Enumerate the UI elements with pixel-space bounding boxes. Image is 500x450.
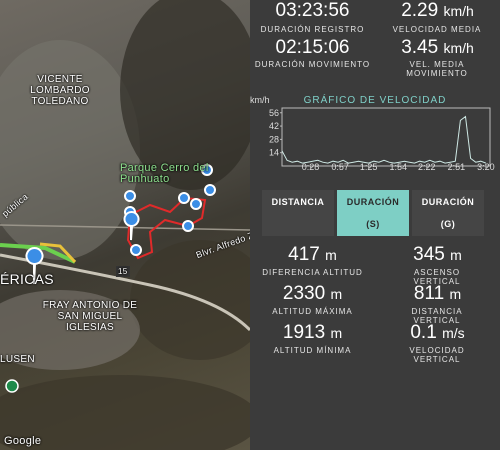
stat-label: VEL. MEDIA MOVIMIENTO [406,60,468,78]
tab-label: DISTANCIA [271,197,325,207]
tab[interactable]: DISTANCIA [262,190,334,236]
speed-chart: GRÁFICO DE VELOCIDAD km/h 14 28 42 56 0:28 0:… [250,93,495,172]
value-unit: m/s [442,325,465,341]
stat-label: DIFERENCIA ALTITUD [262,268,363,277]
value-number: 02:15:06 [275,37,350,58]
stat-value: 0.1 m/s [375,322,500,344]
stat-value: 2.29 km/h [375,0,500,22]
stat-label: DURACIÓN REGISTRO [260,25,365,34]
chart-frame [281,107,491,167]
y-tick-label: 42 [269,121,279,131]
stat-label: DISTANCIA VERTICAL [411,307,463,325]
x-tick-label: 3:20 [477,162,495,172]
x-tick-label: 1:25 [360,162,378,172]
stat-label: VELOCIDAD MEDIA [392,25,482,34]
value-number: 2330 [282,283,326,304]
value-unit: m [450,247,462,263]
x-tick-label: 2:51 [448,162,466,172]
speed-line [281,115,487,164]
chart-title: GRÁFICO DE VELOCIDAD [304,93,447,106]
map-label: LUSEN [0,354,35,365]
park-label: Parque Cerro del Punhuato [120,162,209,185]
value-number: 417 [288,244,320,265]
stat-label: ALTITUD MÍNIMA [273,346,352,355]
y-axis-label: km/h [250,95,270,105]
tab-label: DURACIÓN [421,197,475,207]
stat-value: 3.45 km/h [375,37,500,59]
map-graphics [0,0,250,450]
stat-value: 417 m [250,244,375,266]
tab[interactable]: DURACIÓN (G) [412,190,484,236]
y-tick-label: 28 [269,134,279,144]
x-tick-label: 1:54 [389,162,407,172]
value-number: 2.29 [401,0,439,21]
stat-value: 345 m [375,244,500,266]
value-unit: km/h [443,40,474,56]
stats-panel: GRÁFICO DE VELOCIDAD km/h 14 28 42 56 0:28 0:… [250,0,500,450]
map[interactable]: VICENTE LOMBARDO TOLEDANO Parque Cerro d… [0,0,250,450]
map-label: VICENTE LOMBARDO TOLEDANO [30,74,90,107]
x-tick-label: 0:28 [302,162,320,172]
tab-label: DURACIÓN [346,197,400,207]
stat-value: 03:23:56 [250,0,375,22]
y-tick-label: 56 [269,108,279,118]
x-tick-label: 0:57 [331,162,349,172]
map-label: ÉRICAS [0,271,54,287]
stat-label: VELOCIDAD VERTICAL [409,346,465,364]
google-logo: Google [4,435,42,447]
map-label: FRAY ANTONIO DE SAN MIGUEL IGLESIAS [42,300,138,333]
value-unit: m [330,325,343,341]
stat-label: DURACIÓN MOVIMIENTO [254,60,371,69]
stat-label: ASCENSO VERTICAL [413,268,461,286]
stat-value: 02:15:06 [250,37,375,59]
stat-value: 2330 m [250,283,375,305]
tab[interactable]: DURACIÓN (S) [337,190,409,236]
stat-label: ALTITUD MÁXIMA [272,307,353,316]
value-unit: m [325,247,337,263]
value-unit: m [330,286,343,302]
value-unit: km/h [443,3,474,19]
value-number: 1913 [282,322,326,343]
y-tick-label: 14 [269,148,279,158]
stat-value: 811 m [375,283,500,305]
route-shield: 15 [116,266,130,277]
stat-value: 1913 m [250,322,375,344]
x-tick-label: 2:22 [418,162,436,172]
value-number: 3.45 [401,37,439,58]
value-number: 03:23:56 [275,0,350,21]
value-number: 811 [413,283,445,304]
tab-sub: (G) [440,219,456,229]
tab-sub: (S) [366,219,380,229]
value-unit: m [449,286,462,302]
value-number: 0.1 [410,322,437,343]
value-number: 345 [413,244,445,265]
